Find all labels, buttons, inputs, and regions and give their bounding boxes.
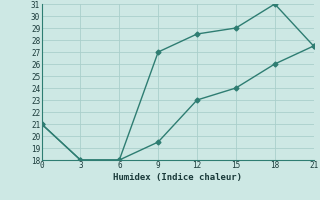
X-axis label: Humidex (Indice chaleur): Humidex (Indice chaleur) — [113, 173, 242, 182]
